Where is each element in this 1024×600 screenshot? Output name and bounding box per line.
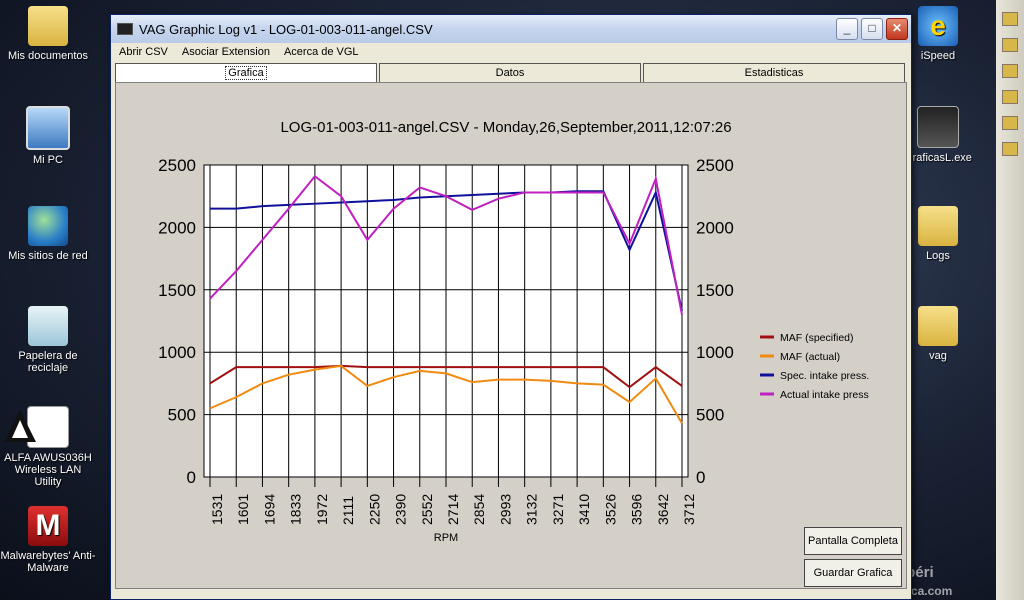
tab-label: Estadisticas [744, 67, 804, 79]
x-tick-label: 2111 [340, 496, 356, 525]
folder-icon [28, 6, 68, 46]
menu-acerca-de[interactable]: Acerca de VGL [283, 46, 359, 58]
y-tick-label-left: 1000 [158, 343, 196, 362]
x-tick-label: 2993 [497, 494, 513, 525]
desktop-icon-label: GraficasL.exe [904, 152, 972, 164]
tab-datos[interactable]: Datos [379, 63, 641, 82]
legend-label: Actual intake press [780, 389, 869, 401]
quick-launch-icon[interactable] [1002, 142, 1018, 156]
save-chart-button[interactable]: Guardar Grafica [804, 559, 902, 587]
graph-app-icon [917, 106, 959, 148]
network-globe-icon [28, 206, 68, 246]
desktop-icon-logs[interactable]: Logs [890, 206, 986, 262]
window-title: VAG Graphic Log v1 - LOG-01-003-011-ange… [139, 21, 433, 37]
desktop-icon-label: Mis documentos [7, 50, 89, 62]
menu-asociar-extension[interactable]: Asociar Extension [181, 46, 270, 58]
computer-icon [26, 106, 70, 150]
close-button[interactable]: ✕ [886, 18, 908, 40]
desktop-icon-mi-pc[interactable]: Mi PC [0, 106, 96, 166]
tab-label: Datos [495, 67, 525, 79]
desktop-icon-graficasl[interactable]: GraficasL.exe [890, 106, 986, 164]
y-tick-label-left: 500 [168, 406, 196, 425]
y-tick-label-left: 2000 [158, 218, 196, 237]
desktop-icon-label: vag [929, 350, 947, 362]
minimize-button[interactable]: _ [836, 18, 858, 40]
alfa-wireless-icon [4, 406, 69, 448]
x-tick-label: 2250 [366, 494, 382, 525]
desktop-icon-label: ALFA AWUS036H Wireless LAN Utility [4, 452, 92, 488]
desktop-icon-label: Mis sitios de red [8, 250, 88, 262]
desktop-icon-papelera[interactable]: Papelera de reciclaje [0, 306, 96, 374]
x-tick-label: 3410 [576, 494, 592, 525]
x-tick-label: 1833 [288, 494, 304, 525]
desktop-icon-ispeed[interactable]: e iSpeed [890, 6, 986, 62]
x-tick-label: 1601 [235, 494, 251, 525]
quick-launch-icon[interactable] [1002, 12, 1018, 26]
desktop-icon-mis-sitios-de-red[interactable]: Mis sitios de red [0, 206, 96, 262]
quick-launch-icon[interactable] [1002, 38, 1018, 52]
chart-panel: LOG-01-003-011-angel.CSV - Monday,26,Sep… [115, 82, 907, 589]
recycle-bin-icon [28, 306, 68, 346]
desktop-icon-label: Malwarebytes' Anti-Malware [0, 550, 96, 574]
line-chart: 0 0 500 500 1000 1000 1500 1500 2000 2000 2500 2500… [158, 156, 869, 544]
fullscreen-button[interactable]: Pantalla Completa [804, 527, 902, 555]
series-line [209, 174, 683, 315]
x-tick-label: 3642 [655, 494, 671, 525]
internet-explorer-icon: e [918, 6, 958, 46]
y-tick-label-left: 2500 [158, 156, 196, 175]
desktop-icon-malwarebytes[interactable]: M Malwarebytes' Anti-Malware [0, 506, 96, 574]
y-tick-label-right: 0 [696, 468, 705, 487]
x-tick-label: 2552 [419, 494, 435, 525]
quick-launch-icon[interactable] [1002, 64, 1018, 78]
desktop-icon-label: iSpeed [920, 50, 956, 62]
quick-launch-icon[interactable] [1002, 90, 1018, 104]
app-icon [117, 23, 133, 35]
y-tick-label-right: 500 [696, 406, 724, 425]
app-window: VAG Graphic Log v1 - LOG-01-003-011-ange… [110, 14, 912, 600]
x-tick-label: 3596 [629, 494, 645, 525]
y-tick-label-right: 1000 [696, 343, 734, 362]
desktop-icon-mis-documentos[interactable]: Mis documentos [0, 6, 96, 62]
series-line [209, 364, 683, 389]
quick-launch-bar [996, 0, 1024, 600]
desktop-icon-label: Mi PC [33, 154, 63, 166]
quick-launch-icon[interactable] [1002, 116, 1018, 130]
chart-title: LOG-01-003-011-angel.CSV - Monday,26,Sep… [280, 119, 732, 136]
legend-label: MAF (specified) [780, 332, 854, 344]
y-tick-label-right: 2500 [696, 156, 734, 175]
x-tick-label: 3271 [550, 494, 566, 525]
x-tick-label: 3132 [524, 494, 540, 525]
maximize-button[interactable]: □ [861, 18, 883, 40]
y-tick-label-right: 2000 [696, 218, 734, 237]
x-tick-label: 3526 [602, 494, 618, 525]
x-tick-label: 2854 [471, 494, 487, 525]
y-tick-label-left: 1500 [158, 281, 196, 300]
x-tick-label: 1531 [209, 494, 225, 525]
legend-label: MAF (actual) [780, 351, 840, 363]
x-tick-label: 2390 [393, 494, 409, 525]
folder-icon [918, 206, 958, 246]
tab-label: Grafica [225, 66, 267, 80]
desktop-icon-label: Papelera de reciclaje [18, 350, 78, 374]
menu-abrir-csv[interactable]: Abrir CSV [119, 46, 168, 58]
y-tick-label-right: 1500 [696, 281, 734, 300]
menu-bar: Abrir CSV Asociar Extension Acerca de VG… [111, 43, 911, 61]
desktop-icon-label: Logs [926, 250, 950, 262]
x-tick-label: 1972 [314, 494, 330, 525]
x-tick-label: 3712 [681, 494, 697, 525]
legend-label: Spec. intake press. [780, 370, 869, 382]
tab-grafica[interactable]: Grafica [115, 63, 377, 82]
x-tick-label: 1694 [261, 494, 277, 525]
tab-estadisticas[interactable]: Estadisticas [643, 63, 905, 82]
tab-strip: Grafica Datos Estadisticas [115, 63, 907, 83]
y-tick-label-left: 0 [187, 468, 196, 487]
desktop-icon-vag[interactable]: vag [890, 306, 986, 362]
folder-icon [918, 306, 958, 346]
malwarebytes-icon: M [28, 506, 68, 546]
x-tick-label: 2714 [445, 494, 461, 525]
desktop-icon-alfa[interactable]: ALFA AWUS036H Wireless LAN Utility [0, 406, 96, 488]
series-line [209, 364, 683, 424]
title-bar[interactable]: VAG Graphic Log v1 - LOG-01-003-011-ange… [111, 15, 911, 43]
x-axis-label: RPM [434, 532, 458, 544]
